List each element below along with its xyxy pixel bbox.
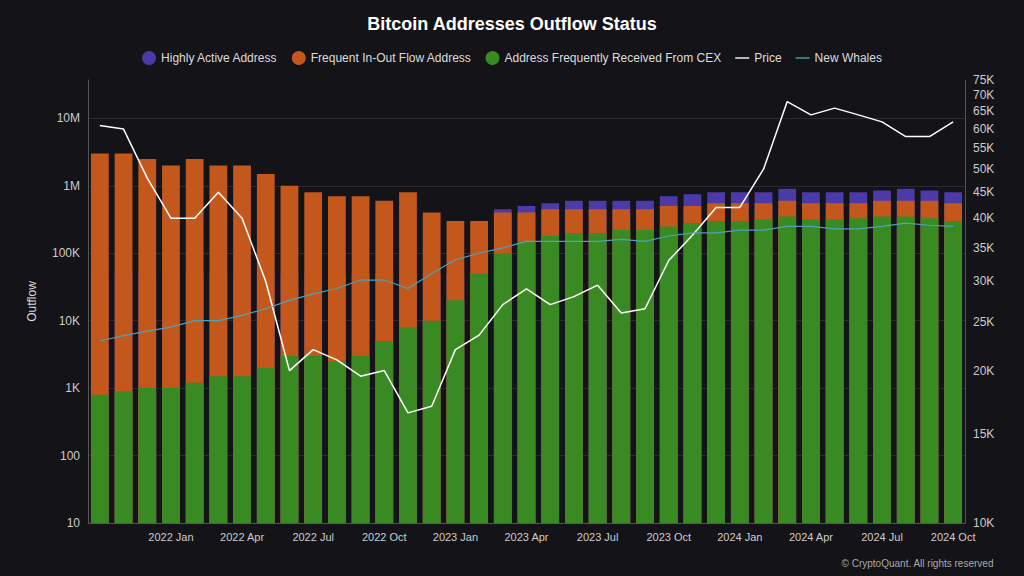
svg-text:2022 Oct: 2022 Oct — [362, 531, 407, 543]
svg-text:1M: 1M — [63, 179, 80, 193]
svg-text:35K: 35K — [973, 241, 994, 255]
svg-text:10K: 10K — [59, 314, 80, 328]
svg-text:Outflow: Outflow — [25, 281, 39, 322]
svg-text:30K: 30K — [973, 274, 994, 288]
svg-text:70K: 70K — [973, 88, 994, 102]
svg-text:45K: 45K — [973, 185, 994, 199]
svg-text:1K: 1K — [65, 381, 80, 395]
svg-text:55K: 55K — [973, 141, 994, 155]
svg-text:2024 Jul: 2024 Jul — [861, 531, 903, 543]
svg-text:2024 Oct: 2024 Oct — [931, 531, 976, 543]
svg-text:2022 Jul: 2022 Jul — [292, 531, 334, 543]
svg-text:Frequent In-Out Flow Address: Frequent In-Out Flow Address — [311, 51, 471, 65]
svg-text:50K: 50K — [973, 162, 994, 176]
svg-text:Price: Price — [754, 51, 782, 65]
svg-text:15K: 15K — [973, 427, 994, 441]
svg-text:40K: 40K — [973, 211, 994, 225]
svg-text:2022 Jan: 2022 Jan — [148, 531, 193, 543]
svg-text:2022 Apr: 2022 Apr — [220, 531, 264, 543]
svg-text:100K: 100K — [52, 246, 80, 260]
svg-text:Address Frequently Received Fr: Address Frequently Received From CEX — [505, 51, 722, 65]
svg-text:20K: 20K — [973, 364, 994, 378]
svg-text:25K: 25K — [973, 315, 994, 329]
svg-text:New Whales: New Whales — [815, 51, 882, 65]
svg-text:2023 Jul: 2023 Jul — [577, 531, 619, 543]
svg-text:2024 Jan: 2024 Jan — [717, 531, 762, 543]
svg-text:65K: 65K — [973, 104, 994, 118]
svg-text:10M: 10M — [57, 111, 80, 125]
svg-text:10K: 10K — [973, 516, 994, 530]
svg-text:10: 10 — [67, 516, 81, 530]
svg-text:2023 Jan: 2023 Jan — [433, 531, 478, 543]
svg-text:2023 Oct: 2023 Oct — [646, 531, 691, 543]
svg-text:Highly Active Address: Highly Active Address — [161, 51, 276, 65]
svg-text:Bitcoin Addresses Outflow Stat: Bitcoin Addresses Outflow Status — [367, 14, 656, 34]
svg-text:75K: 75K — [973, 73, 994, 87]
svg-text:© CryptoQuant. All rights rese: © CryptoQuant. All rights reserved — [842, 558, 994, 569]
svg-text:100: 100 — [60, 449, 80, 463]
svg-text:60K: 60K — [973, 122, 994, 136]
svg-text:2023 Apr: 2023 Apr — [504, 531, 548, 543]
svg-text:2024 Apr: 2024 Apr — [789, 531, 833, 543]
